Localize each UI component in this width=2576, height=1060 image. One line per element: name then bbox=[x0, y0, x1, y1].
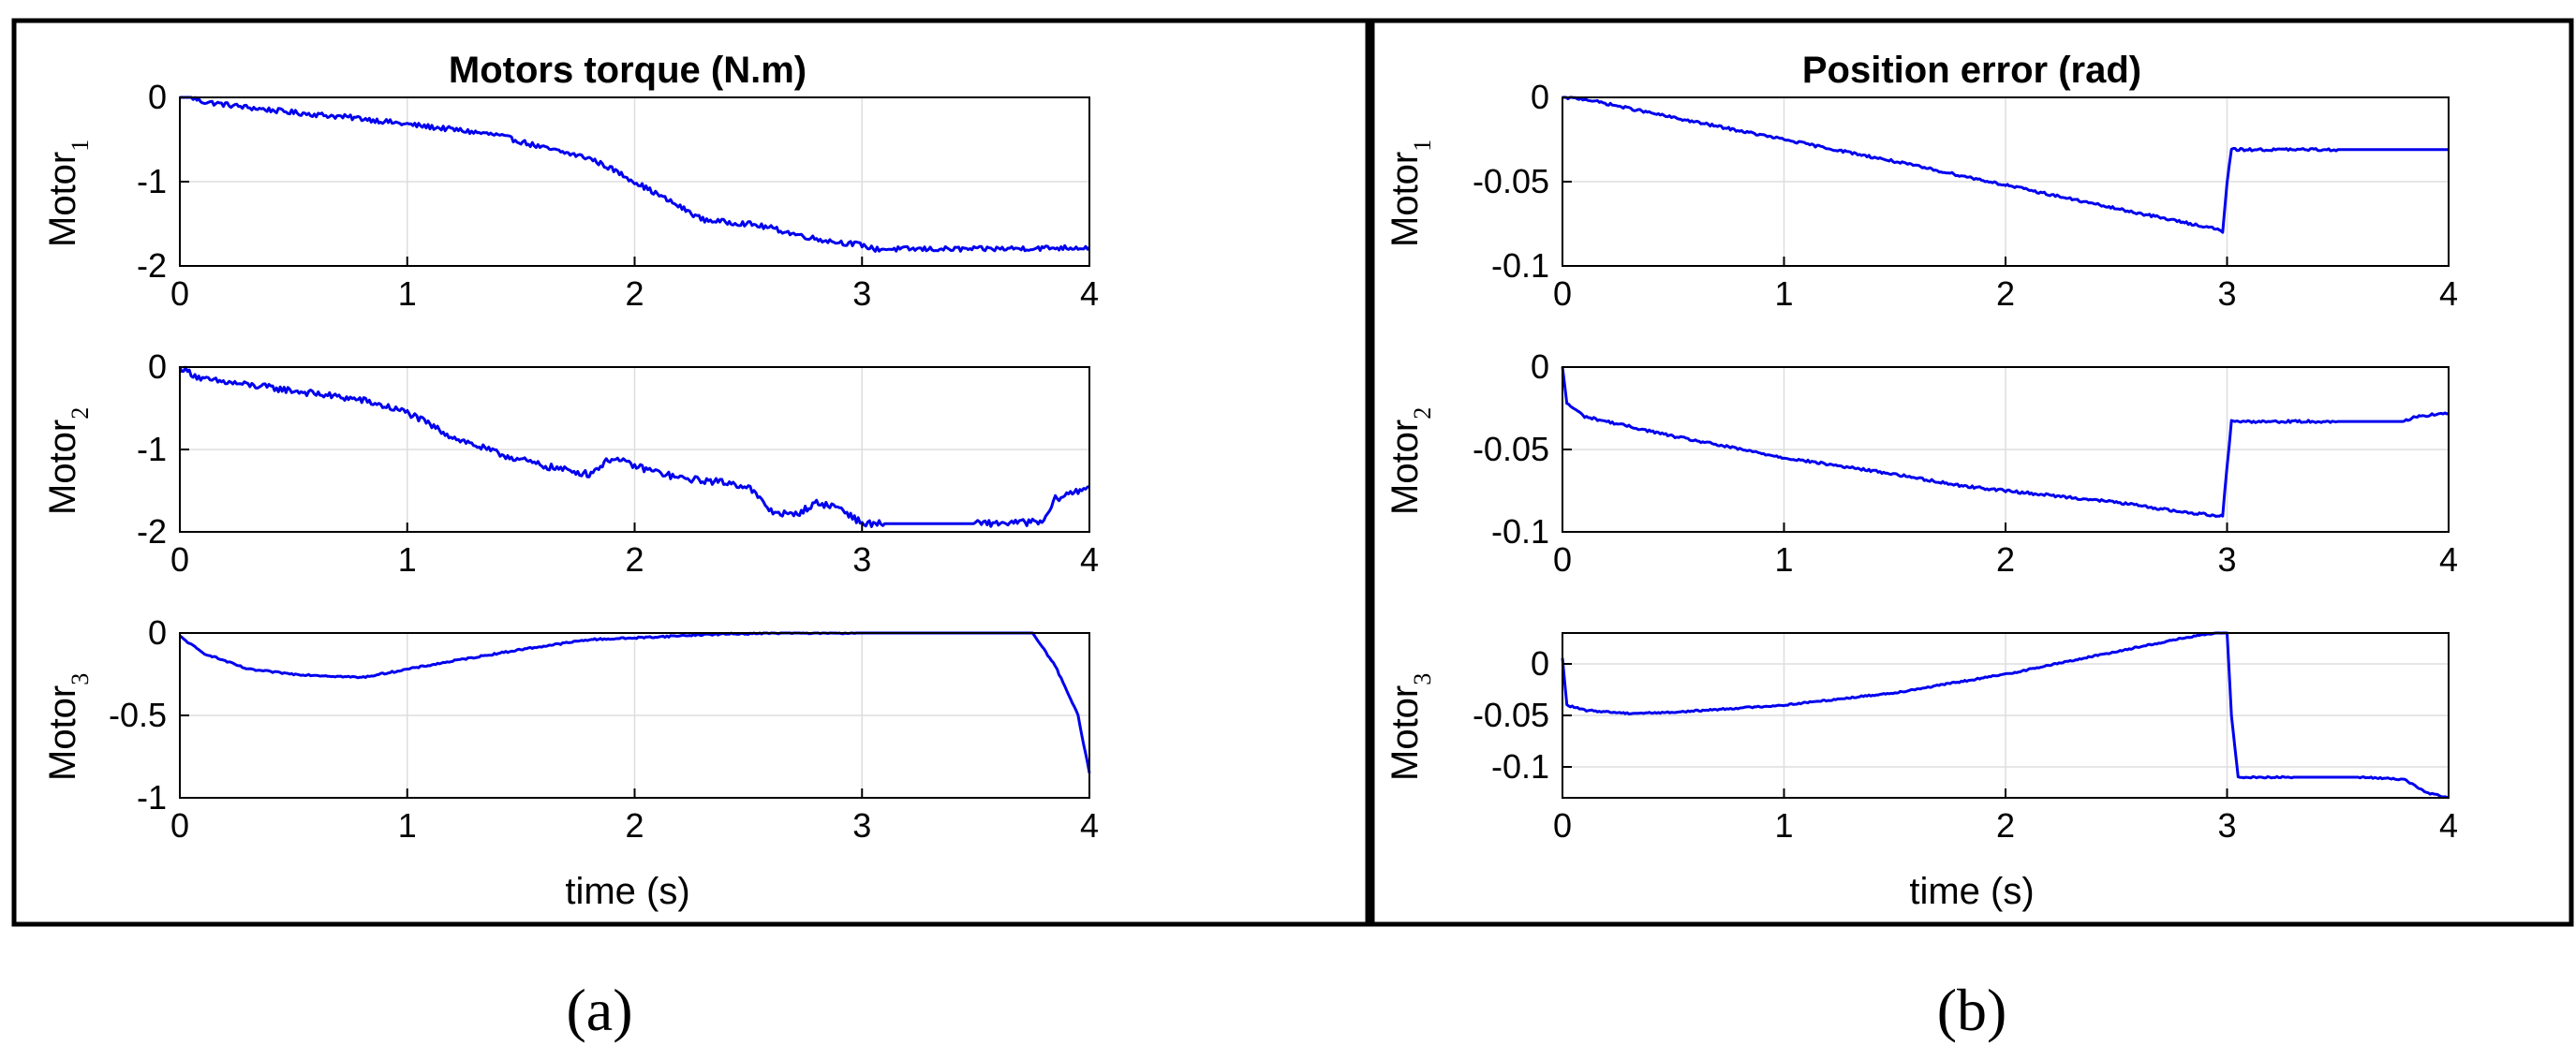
x-tick-label: 0 bbox=[170, 540, 189, 579]
y-tick-label: -0.05 bbox=[1473, 430, 1549, 468]
x-tick-label: 2 bbox=[1996, 540, 2015, 579]
series-line bbox=[178, 365, 1090, 528]
y-tick-label: 0 bbox=[1531, 347, 1549, 386]
x-tick-label: 0 bbox=[170, 274, 189, 313]
y-axis-label: Motor3 bbox=[42, 673, 94, 781]
y-tick-label: 0 bbox=[148, 613, 167, 652]
figure-a-caption: (a) bbox=[566, 977, 632, 1043]
y-tick-label: 0 bbox=[1531, 644, 1549, 683]
x-tick-label: 4 bbox=[1080, 274, 1099, 313]
series-line bbox=[180, 96, 1091, 253]
x-tick-label: 3 bbox=[2217, 274, 2236, 313]
y-tick-label: -0.1 bbox=[1491, 246, 1549, 285]
y-tick-label: 0 bbox=[148, 78, 167, 116]
y-tick-label: -1 bbox=[137, 430, 167, 468]
y-axis-label: Motor3 bbox=[1384, 673, 1436, 781]
x-tick-label: 3 bbox=[852, 540, 871, 579]
y-axis-label: Motor2 bbox=[1384, 407, 1436, 515]
figure-b-xlabel: time (s) bbox=[1909, 871, 2034, 912]
series-line bbox=[1561, 631, 2450, 800]
x-tick-label: 1 bbox=[398, 806, 417, 845]
x-tick-label: 1 bbox=[1774, 806, 1793, 845]
panel-4: 0 1 2 3 4 0 -0.05 -0.1 Motor1 bbox=[1384, 78, 2458, 313]
panel-6: 0 1 2 3 4 0 -0.05 -0.1 Motor3 bbox=[1384, 631, 2458, 845]
y-tick-label: -0.05 bbox=[1473, 696, 1549, 734]
y-tick-label: -1 bbox=[137, 162, 167, 200]
x-tick-label: 2 bbox=[625, 540, 644, 579]
x-tick-label: 0 bbox=[170, 806, 189, 845]
panel-3: 0 1 2 3 4 0 -0.5 -1 Motor3 bbox=[42, 613, 1099, 845]
x-tick-label: 4 bbox=[2439, 274, 2458, 313]
x-tick-label: 1 bbox=[398, 274, 417, 313]
x-tick-label: 3 bbox=[2217, 806, 2236, 845]
y-tick-label: 0 bbox=[148, 347, 167, 386]
panel-1: 0 1 2 3 4 0 -1 -2 Motor1 bbox=[42, 78, 1099, 313]
x-tick-label: 2 bbox=[625, 806, 644, 845]
x-tick-label: 3 bbox=[852, 806, 871, 845]
x-tick-label: 4 bbox=[2439, 540, 2458, 579]
x-tick-label: 0 bbox=[1553, 806, 1572, 845]
panel-5: 0 1 2 3 4 0 -0.05 -0.1 Motor2 bbox=[1384, 347, 2458, 579]
x-tick-label: 2 bbox=[1996, 806, 2015, 845]
x-tick-label: 2 bbox=[1996, 274, 2015, 313]
y-tick-label: -2 bbox=[137, 246, 167, 285]
x-tick-label: 4 bbox=[1080, 540, 1099, 579]
y-tick-label: 0 bbox=[1531, 78, 1549, 116]
figure-a-xlabel: time (s) bbox=[565, 871, 689, 912]
y-axis-label: Motor1 bbox=[42, 140, 94, 247]
y-axis-label: Motor1 bbox=[1384, 140, 1436, 247]
x-tick-label: 4 bbox=[1080, 806, 1099, 845]
y-axis-label: Motor2 bbox=[42, 407, 94, 515]
x-tick-label: 1 bbox=[1774, 274, 1793, 313]
series-line bbox=[1561, 366, 2450, 518]
y-tick-label: -0.1 bbox=[1491, 747, 1549, 786]
x-tick-label: 3 bbox=[852, 274, 871, 313]
panel-2: 0 1 2 3 4 0 -1 -2 Motor2 bbox=[42, 347, 1099, 579]
y-tick-label: -1 bbox=[137, 778, 167, 817]
y-tick-label: -0.1 bbox=[1491, 512, 1549, 551]
y-tick-label: -0.5 bbox=[109, 696, 167, 734]
x-tick-label: 1 bbox=[1774, 540, 1793, 579]
figure-b-caption: (b) bbox=[1937, 977, 2007, 1043]
series-line bbox=[1562, 96, 2449, 234]
x-tick-label: 2 bbox=[625, 274, 644, 313]
y-tick-label: -2 bbox=[137, 512, 167, 551]
y-tick-label: -0.05 bbox=[1473, 162, 1549, 200]
x-tick-label: 3 bbox=[2217, 540, 2236, 579]
figure-a-title: Motors torque (N.m) bbox=[449, 50, 807, 91]
figure-b-frame bbox=[1369, 18, 2574, 927]
x-tick-label: 1 bbox=[398, 540, 417, 579]
figure-a-frame bbox=[11, 18, 1370, 927]
x-tick-label: 0 bbox=[1553, 540, 1572, 579]
figure-b-title: Position error (rad) bbox=[1802, 50, 2141, 91]
x-tick-label: 4 bbox=[2439, 806, 2458, 845]
x-tick-label: 0 bbox=[1553, 274, 1572, 313]
